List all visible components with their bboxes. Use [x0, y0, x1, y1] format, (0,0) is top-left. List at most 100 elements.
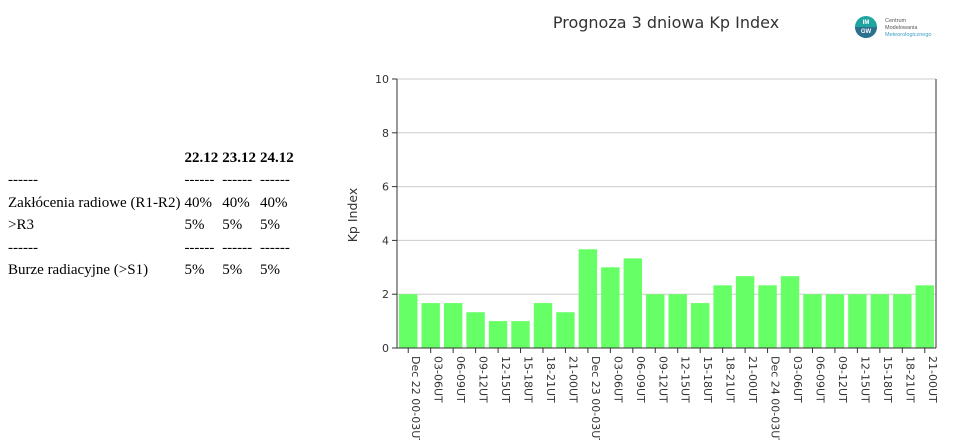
bar: [915, 285, 934, 348]
y-tick-label: 2: [382, 288, 389, 301]
forecast-cell: 40%: [259, 194, 288, 211]
bar: [488, 321, 508, 348]
axes: [396, 79, 937, 349]
x-tick-label: 15-18UT: [881, 356, 894, 403]
x-tick-label: 18-21UT: [903, 356, 916, 403]
x-tick-label: 09-12UT: [836, 356, 849, 403]
forecast-cell: ------: [259, 239, 290, 256]
bar: [848, 294, 867, 348]
bar: [713, 285, 732, 348]
forecast-header-3: 24.12: [259, 149, 294, 166]
bar: [556, 312, 575, 348]
forecast-row: Burze radiacyjne (>S1) 5% 5% 5%: [7, 260, 295, 283]
forecast-cell: ------: [8, 239, 38, 256]
bar: [893, 294, 912, 348]
forecast-cell: 5%: [222, 217, 243, 234]
bar: [623, 258, 643, 348]
y-axis-ticks: 0 2 4 6 8 10: [375, 73, 397, 355]
bars: [399, 249, 934, 348]
logo-badge-lower: [855, 27, 877, 38]
bar: [646, 294, 665, 348]
forecast-table: 22.12 23.12 24.12 ------ ------ ------ ------…: [5, 147, 297, 282]
x-tick-label: 21-00UT: [746, 356, 759, 403]
bar: [780, 276, 800, 348]
x-tick-label: Dec 23 00-03UT: [589, 356, 602, 440]
bar: [533, 303, 553, 348]
bar: [870, 294, 890, 348]
forecast-header-1: 22.12: [184, 149, 219, 166]
bar: [668, 294, 687, 348]
y-tick-label: 4: [382, 234, 389, 247]
forecast-cell: ------: [184, 172, 215, 189]
forecast-cell: 5%: [259, 262, 280, 279]
forecast-cell: ------: [8, 172, 38, 189]
bar: [758, 285, 777, 348]
x-tick-label: Dec 24 00-03UT: [769, 356, 782, 440]
forecast-cell: 5%: [222, 262, 243, 279]
x-tick-label: 21-00UT: [926, 356, 939, 403]
forecast-cell: ------: [259, 172, 290, 189]
x-tick-label: 06-09UT: [634, 356, 647, 403]
bar: [803, 294, 822, 348]
bar: [421, 303, 440, 348]
forecast-cell: >R3: [8, 217, 34, 234]
y-tick-label: 8: [382, 127, 389, 140]
x-tick-label: 06-09UT: [454, 356, 467, 403]
bar: [601, 267, 620, 348]
forecast-cell: Zakłócenia radiowe (R1-R2): [8, 194, 181, 211]
logo-badge-top: IM: [863, 20, 870, 26]
forecast-cell: 5%: [184, 262, 205, 279]
logo-line-2: Modelowania: [885, 25, 918, 31]
x-tick-label: 12-15UT: [858, 356, 871, 403]
forecast-header-2: 23.12: [222, 149, 256, 166]
y-tick-label: 6: [382, 181, 389, 194]
forecast-cell: Burze radiacyjne (>S1): [8, 262, 149, 279]
forecast-header-row: 22.12 23.12 24.12: [7, 147, 295, 170]
forecast-cell: ------: [222, 172, 253, 189]
y-tick-label: 0: [382, 342, 389, 355]
x-tick-label: 03-06UT: [611, 356, 624, 403]
x-tick-label: 03-06UT: [432, 356, 445, 403]
bar: [735, 276, 755, 348]
x-axis-ticks: Dec 22 00-03UT 03-06UT 06-09UT 09-12UT 12-15…: [407, 348, 939, 440]
forecast-cell: ------: [184, 239, 215, 256]
x-tick-label: 09-12UT: [477, 356, 490, 403]
chart-title: Prognoza 3 dniowa Kp Index: [553, 13, 779, 32]
forecast-grid: 22.12 23.12 24.12 ------ ------ ------ ------…: [5, 147, 297, 282]
forecast-cell: 40%: [184, 194, 212, 211]
x-tick-label: 15-18UT: [522, 356, 535, 403]
x-tick-label: 03-06UT: [791, 356, 804, 403]
forecast-cell: ------: [222, 239, 253, 256]
imgw-logo: IM GW Centrum Modelowania Meteorologiczn…: [855, 16, 931, 38]
x-tick-label: Dec 22 00-03UT: [409, 356, 422, 440]
y-axis-label: Kp Index: [345, 188, 360, 243]
forecast-row: ------ ------ ------ ------: [7, 170, 295, 193]
grid-lines: [397, 78, 936, 295]
forecast-row: ------ ------ ------ ------: [7, 237, 295, 260]
x-tick-label: 21-00UT: [566, 356, 579, 403]
x-tick-label: 15-18UT: [701, 356, 714, 403]
forecast-cell: 5%: [184, 217, 205, 234]
forecast-row: >R3 5% 5% 5%: [7, 215, 295, 238]
bar: [825, 294, 845, 348]
x-tick-label: 09-12UT: [656, 356, 669, 403]
x-tick-label: 06-09UT: [813, 356, 826, 403]
x-tick-label: 12-15UT: [679, 356, 692, 403]
logo-line-1: Centrum: [885, 18, 907, 24]
forecast-header-0: [7, 147, 181, 170]
forecast-cell: 40%: [222, 194, 250, 211]
bar: [690, 303, 710, 348]
logo-line-3: Meteorologicznego: [885, 32, 931, 38]
bar: [399, 294, 418, 348]
x-tick-label: 18-21UT: [544, 356, 557, 403]
x-tick-label: 18-21UT: [724, 356, 737, 403]
forecast-cell: 5%: [259, 217, 280, 234]
y-tick-label: 10: [375, 73, 389, 86]
bar: [466, 312, 485, 348]
logo-badge-bottom: GW: [861, 29, 872, 35]
bar: [511, 321, 530, 348]
bar: [578, 249, 598, 348]
bar: [443, 303, 463, 348]
x-tick-label: 12-15UT: [499, 356, 512, 403]
